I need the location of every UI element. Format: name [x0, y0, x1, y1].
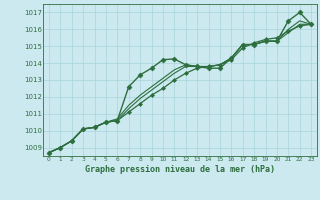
- X-axis label: Graphe pression niveau de la mer (hPa): Graphe pression niveau de la mer (hPa): [85, 165, 275, 174]
